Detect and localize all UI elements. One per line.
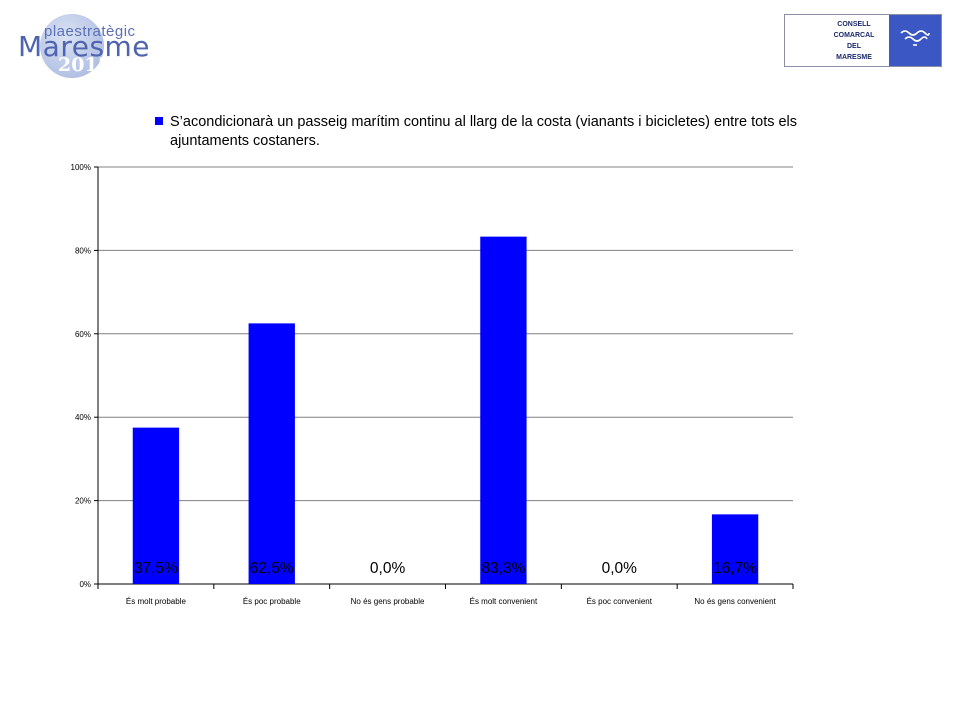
bar xyxy=(711,514,759,584)
data-label: 0,0% xyxy=(602,560,638,577)
logo-main-text: Maresme xyxy=(18,30,151,63)
bars xyxy=(132,236,759,584)
x-tick-label: És poc probable xyxy=(243,597,301,606)
consell-comarcal-text: CONSELL COMARCAL DEL MARESME xyxy=(811,19,897,63)
gridlines xyxy=(98,166,793,502)
y-tick-label: 0% xyxy=(79,580,91,589)
logo-line: DEL xyxy=(847,43,861,50)
data-label: 37,5% xyxy=(134,560,178,577)
data-label: 0,0% xyxy=(370,560,406,577)
y-tick-label: 60% xyxy=(75,330,91,339)
labels: 0% 20% 40% 60% 80% 100% És molt probable 37,5% É… xyxy=(71,163,777,606)
y-tick-label: 40% xyxy=(75,413,91,422)
bar xyxy=(132,427,180,584)
y-tick-label: 100% xyxy=(71,163,91,172)
y-tick-label: 20% xyxy=(75,497,91,506)
x-tick-label: És molt convenient xyxy=(470,597,538,606)
logo-line: MARESME xyxy=(836,54,872,61)
y-tick-label: 80% xyxy=(75,246,91,255)
bar xyxy=(248,323,295,584)
axes xyxy=(94,166,794,589)
bar xyxy=(480,236,527,584)
data-label: 83,3% xyxy=(481,560,525,577)
logo-blue-block xyxy=(889,15,941,66)
x-tick-label: No és gens convenient xyxy=(694,597,776,606)
x-tick-label: És molt probable xyxy=(126,597,187,606)
logo-line: CONSELL xyxy=(837,21,871,28)
wave-mark-icon xyxy=(900,30,930,46)
data-label: 16,7% xyxy=(713,560,757,577)
plaestrategic-maresme-logo: plaestratègic Maresme 2015 xyxy=(14,8,150,84)
logo-circle-emblem xyxy=(40,14,104,78)
logo-year: 2015 xyxy=(58,54,111,76)
consell-comarcal-logo: CONSELL COMARCAL DEL MARESME xyxy=(784,14,942,67)
x-tick-label: És poc convenient xyxy=(587,597,653,606)
logo-top-text: plaestratègic xyxy=(44,23,136,40)
data-label: 62,5% xyxy=(250,560,294,577)
x-tick-label: No és gens probable xyxy=(351,597,425,606)
logo-line: COMARCAL xyxy=(833,32,875,39)
legend-swatch xyxy=(155,117,163,125)
legend-series-name: S’acondicionarà un passeig marítim conti… xyxy=(170,114,798,149)
